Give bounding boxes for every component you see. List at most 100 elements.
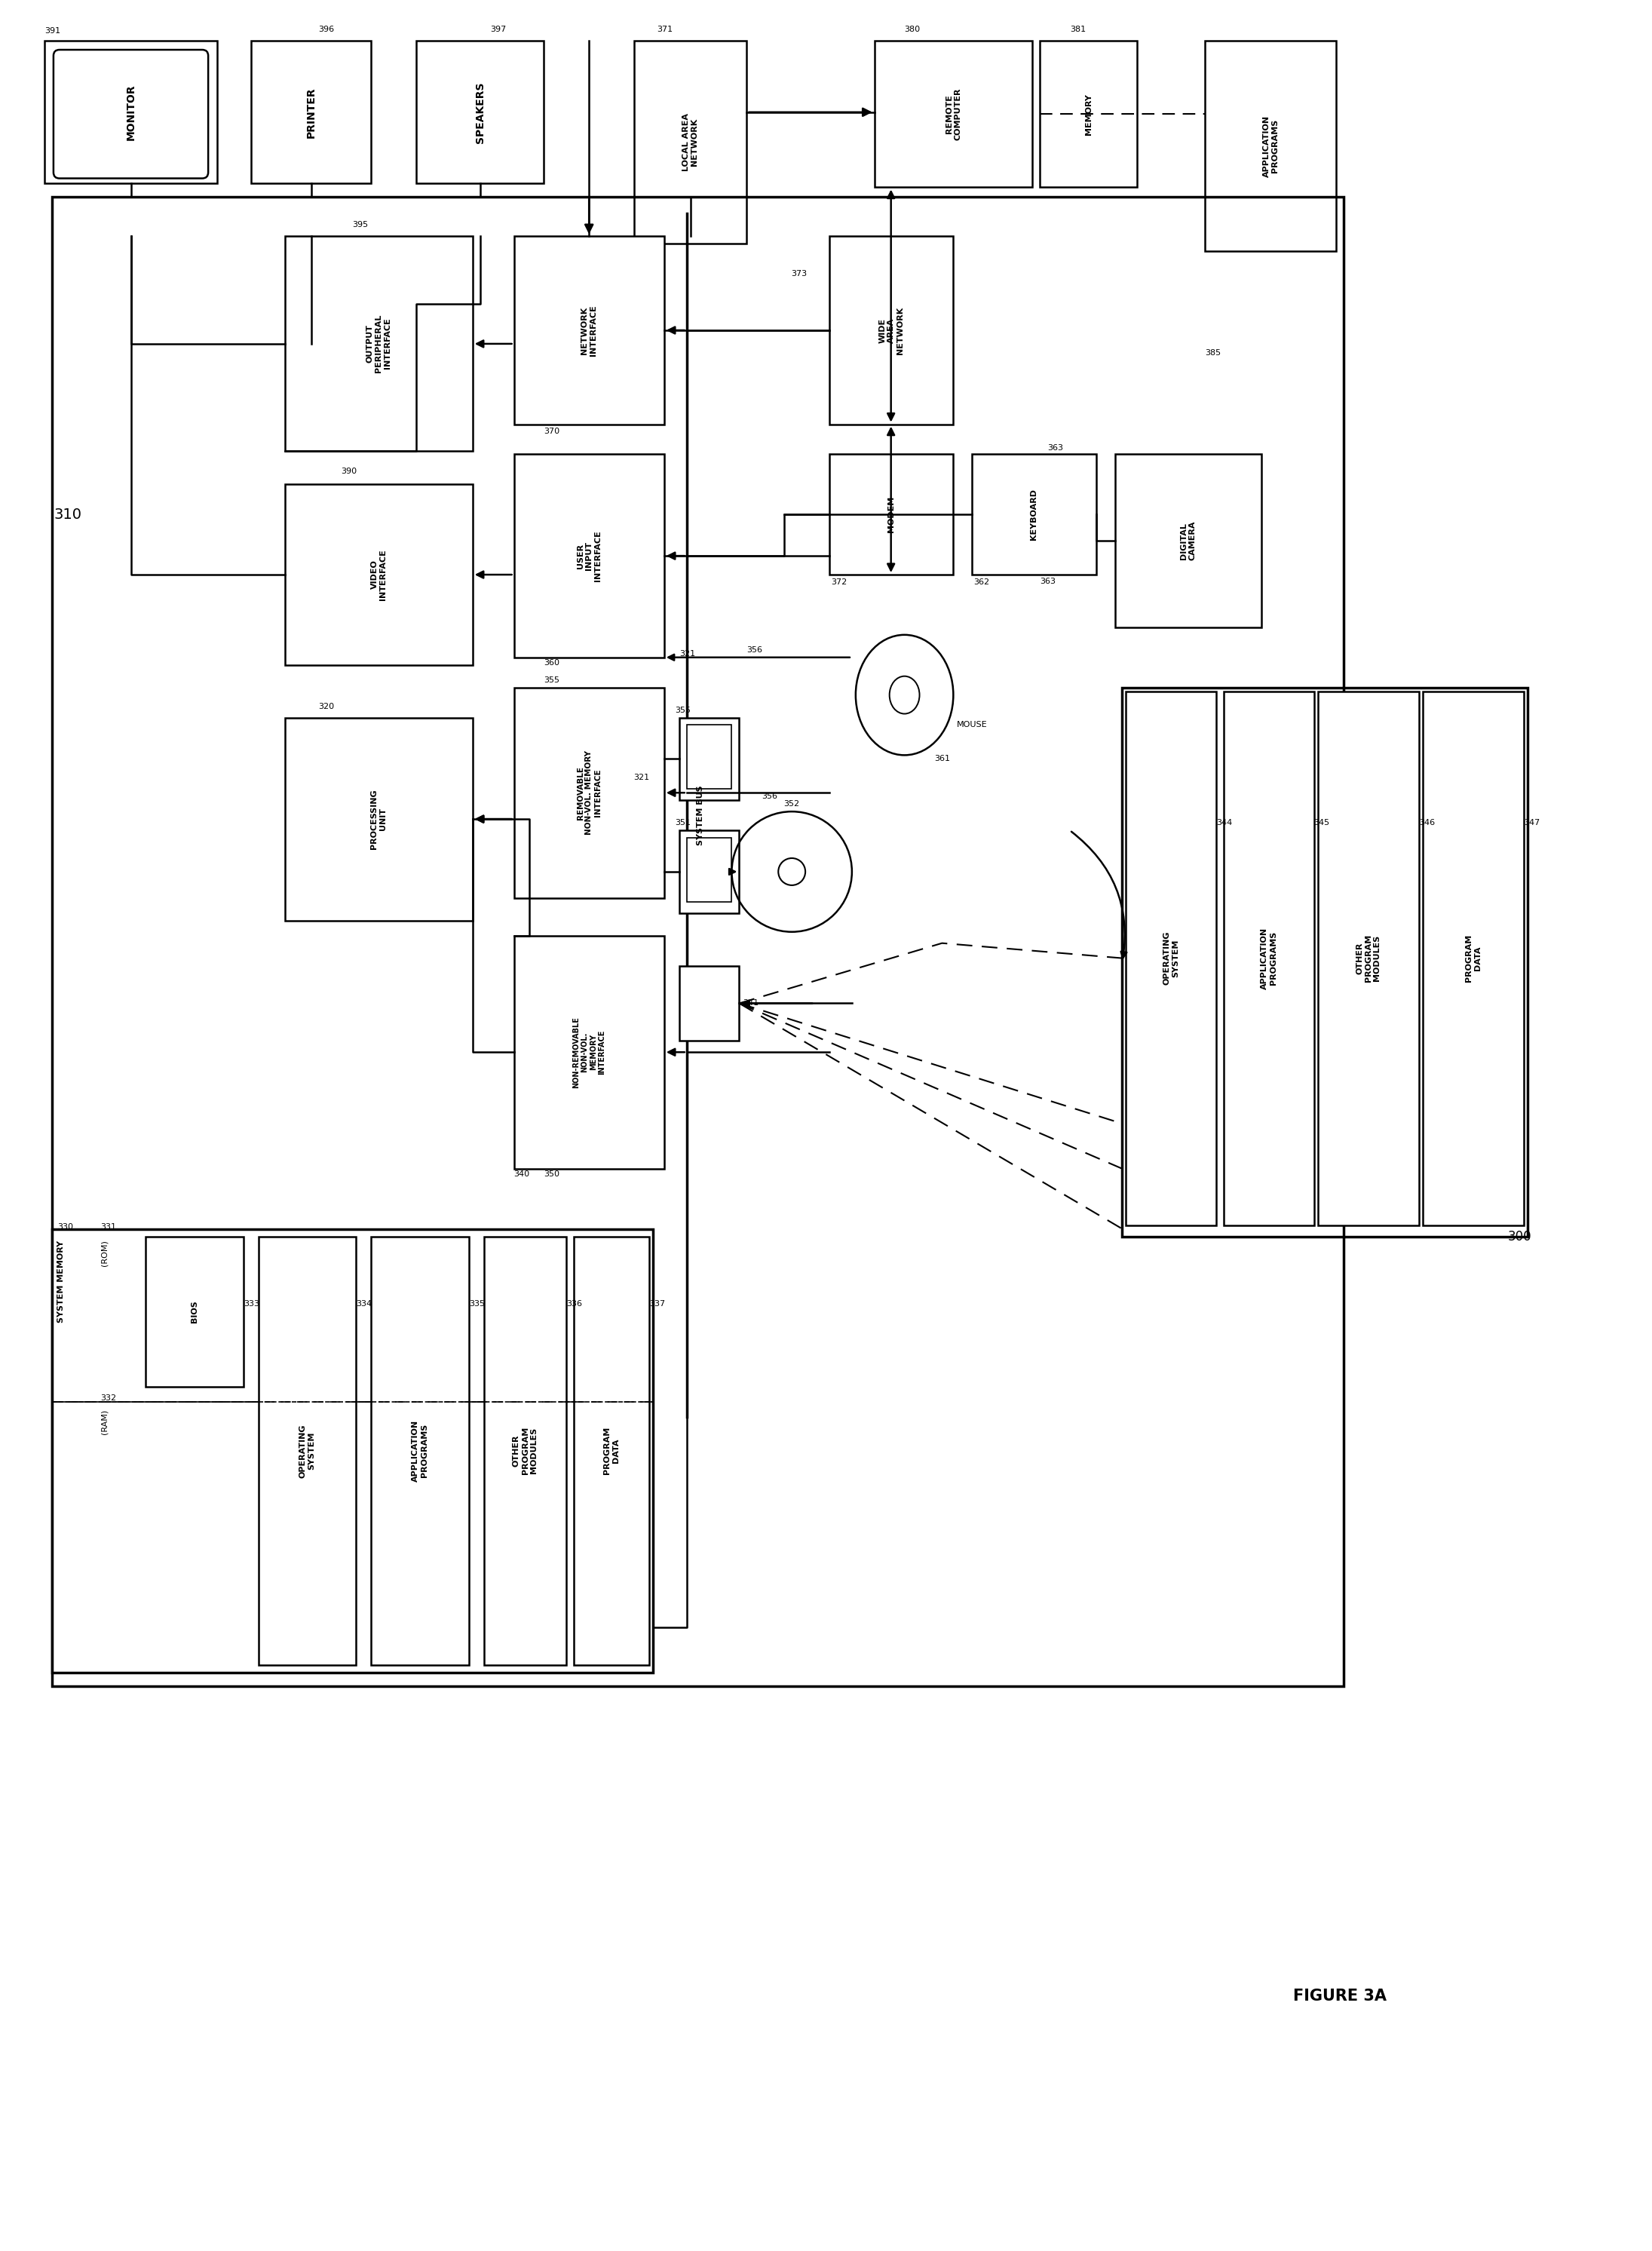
Bar xyxy=(1115,455,1260,628)
Bar xyxy=(829,236,953,423)
Text: 381: 381 xyxy=(1070,25,1085,34)
Text: BIOS: BIOS xyxy=(192,1301,198,1324)
Text: (RAM): (RAM) xyxy=(101,1409,109,1434)
Text: 356: 356 xyxy=(762,792,778,801)
Text: 363: 363 xyxy=(1047,443,1062,452)
Text: 320: 320 xyxy=(319,702,335,709)
Text: PRINTER: PRINTER xyxy=(306,88,317,137)
Bar xyxy=(679,718,738,801)
Text: PROGRAM
DATA: PROGRAM DATA xyxy=(1465,934,1482,981)
Text: 300: 300 xyxy=(1508,1229,1531,1243)
Text: 351: 351 xyxy=(676,819,691,826)
Text: 385: 385 xyxy=(1204,349,1221,356)
Bar xyxy=(1224,691,1313,1225)
Text: OTHER
PROGRAM
MODULES: OTHER PROGRAM MODULES xyxy=(1356,934,1381,981)
Bar xyxy=(514,455,664,657)
Text: REMOVABLE
NON-VOL. MEMORY
INTERFACE: REMOVABLE NON-VOL. MEMORY INTERFACE xyxy=(577,750,601,835)
Text: 341: 341 xyxy=(743,999,758,1006)
Bar xyxy=(514,687,664,898)
Text: 347: 347 xyxy=(1525,819,1540,826)
Text: NETWORK
INTERFACE: NETWORK INTERFACE xyxy=(582,304,596,356)
Text: REMOTE
COMPUTER: REMOTE COMPUTER xyxy=(945,88,961,140)
Text: MEMORY: MEMORY xyxy=(1085,92,1092,135)
Text: FIGURE 3A: FIGURE 3A xyxy=(1294,1988,1388,2003)
Text: 334: 334 xyxy=(357,1301,372,1308)
Bar xyxy=(251,41,372,185)
Text: LOCAL AREA
NETWORK: LOCAL AREA NETWORK xyxy=(682,113,699,171)
Text: 396: 396 xyxy=(319,25,335,34)
Text: 391: 391 xyxy=(45,27,61,34)
Text: 395: 395 xyxy=(352,221,368,230)
FancyBboxPatch shape xyxy=(53,50,208,178)
Text: PROCESSING
UNIT: PROCESSING UNIT xyxy=(370,790,387,849)
Text: KEYBOARD: KEYBOARD xyxy=(1031,488,1037,540)
Text: 346: 346 xyxy=(1419,819,1436,826)
Text: OPERATING
SYSTEM: OPERATING SYSTEM xyxy=(1163,932,1180,986)
Bar xyxy=(284,236,472,450)
Bar xyxy=(416,41,544,185)
Text: 337: 337 xyxy=(649,1301,666,1308)
Bar xyxy=(514,936,664,1168)
Text: 370: 370 xyxy=(544,428,560,434)
Text: 332: 332 xyxy=(101,1393,117,1402)
Text: (ROM): (ROM) xyxy=(101,1240,109,1267)
Bar xyxy=(687,837,732,903)
Bar xyxy=(687,725,732,790)
Text: VIDEO
INTERFACE: VIDEO INTERFACE xyxy=(370,549,387,601)
Text: 310: 310 xyxy=(55,506,83,522)
Bar xyxy=(1039,41,1137,187)
Bar xyxy=(372,1236,469,1666)
Text: 330: 330 xyxy=(58,1222,73,1231)
Text: APPLICATION
PROGRAMS: APPLICATION PROGRAMS xyxy=(1262,115,1279,178)
Text: 333: 333 xyxy=(243,1301,259,1308)
Text: 321: 321 xyxy=(679,651,695,657)
Text: 390: 390 xyxy=(342,468,357,475)
Text: 362: 362 xyxy=(973,579,990,585)
Bar xyxy=(145,1236,243,1387)
Text: OPERATING
SYSTEM: OPERATING SYSTEM xyxy=(299,1425,316,1477)
Text: 371: 371 xyxy=(656,25,672,34)
Text: 372: 372 xyxy=(831,579,847,585)
Bar xyxy=(1127,691,1216,1225)
Text: DIGITAL
CAMERA: DIGITAL CAMERA xyxy=(1180,520,1196,560)
Text: SYSTEM BUS: SYSTEM BUS xyxy=(697,786,704,846)
Text: 352: 352 xyxy=(783,801,800,808)
Bar xyxy=(258,1236,357,1666)
Bar xyxy=(679,831,738,914)
Bar xyxy=(679,966,738,1040)
Text: 340: 340 xyxy=(514,1171,530,1177)
Text: 355: 355 xyxy=(676,707,691,714)
Text: APPLICATION
PROGRAMS: APPLICATION PROGRAMS xyxy=(411,1420,428,1481)
Text: 356: 356 xyxy=(747,646,762,653)
Bar xyxy=(514,236,664,423)
Text: 363: 363 xyxy=(1039,579,1056,585)
Text: 335: 335 xyxy=(469,1301,484,1308)
Text: NON-REMOVABLE
NON-VOL.
MEMORY
INTERFACE: NON-REMOVABLE NON-VOL. MEMORY INTERFACE xyxy=(572,1017,606,1087)
Text: 373: 373 xyxy=(791,270,806,277)
Text: 345: 345 xyxy=(1313,819,1330,826)
Bar xyxy=(1122,687,1528,1236)
Text: 360: 360 xyxy=(544,660,560,666)
Text: PROGRAM
DATA: PROGRAM DATA xyxy=(603,1427,620,1474)
Text: MODEM: MODEM xyxy=(887,495,895,533)
Bar xyxy=(51,1229,653,1672)
Bar xyxy=(51,198,1343,1686)
Bar xyxy=(573,1236,649,1666)
Text: WIDE
AREA
NETWORK: WIDE AREA NETWORK xyxy=(879,306,904,353)
Text: 344: 344 xyxy=(1216,819,1232,826)
Text: 397: 397 xyxy=(491,25,506,34)
Text: MOUSE: MOUSE xyxy=(957,720,988,729)
Bar xyxy=(284,718,472,921)
Bar xyxy=(484,1236,567,1666)
Bar xyxy=(874,41,1032,187)
Bar xyxy=(1204,41,1336,252)
Text: 336: 336 xyxy=(567,1301,582,1308)
Bar xyxy=(284,484,472,664)
Bar xyxy=(1422,691,1525,1225)
Text: USER
INPUT
INTERFACE: USER INPUT INTERFACE xyxy=(577,531,601,581)
Bar xyxy=(45,41,216,185)
Text: 361: 361 xyxy=(935,754,950,763)
Text: 321: 321 xyxy=(633,774,649,781)
Text: OUTPUT
PERIPHERAL
INTERFACE: OUTPUT PERIPHERAL INTERFACE xyxy=(367,315,392,374)
Bar xyxy=(1318,691,1419,1225)
